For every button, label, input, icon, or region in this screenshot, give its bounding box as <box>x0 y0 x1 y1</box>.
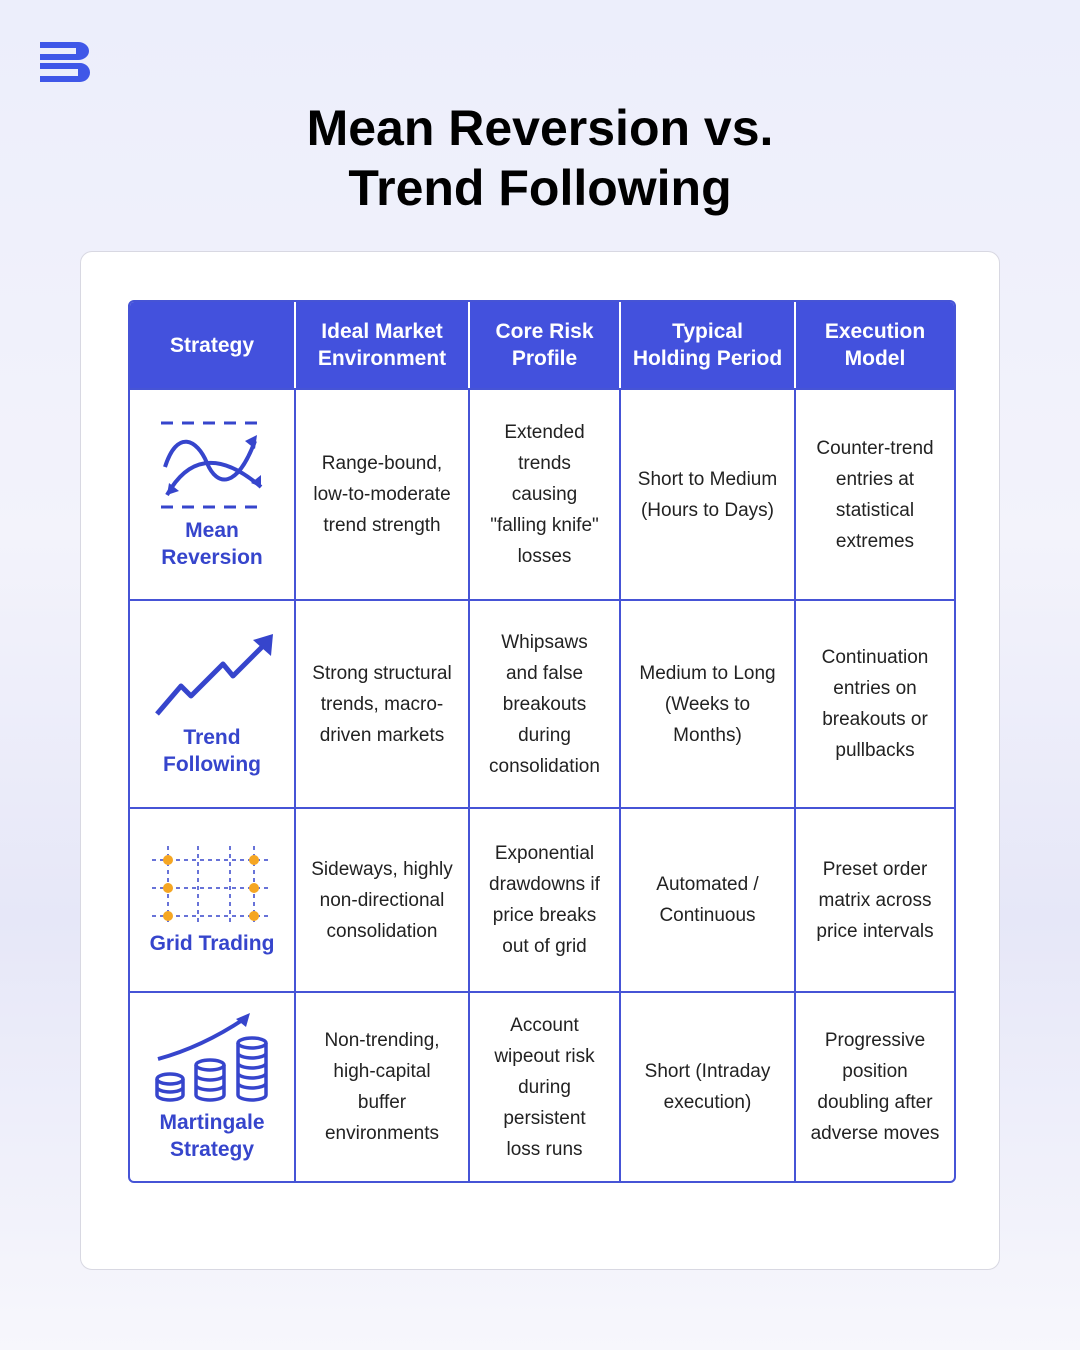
table-cell: Extended trends causing "falling knife" … <box>470 388 621 599</box>
table-cell: Exponential drawdowns if price breaks ou… <box>470 807 621 991</box>
header-row: Strategy Ideal Market Environment Core Ris… <box>130 302 954 388</box>
table-cell: Sideways, highly non-directional consoli… <box>296 807 470 991</box>
strategy-cell: Grid Trading <box>130 807 296 991</box>
strategy-cell: Trend Following <box>130 599 296 807</box>
title: Mean Reversion vs. Trend Following <box>0 98 1080 218</box>
table-row: Grid Trading Sideways, highly non-directi… <box>130 807 954 991</box>
title-line: Trend Following <box>348 160 732 216</box>
table-cell: Short (Intraday execution) <box>621 991 796 1181</box>
logo <box>40 42 90 82</box>
comparison-table: Strategy Ideal Market Environment Core Ris… <box>128 300 956 1183</box>
strategy-icon <box>155 1013 268 1102</box>
strategy-name: Mean Reversion <box>161 518 263 569</box>
table-cell: Medium to Long (Weeks to Months) <box>621 599 796 807</box>
table-cell: Counter-trend entries at statistical ext… <box>796 388 954 599</box>
strategy-cell: Martingale Strategy <box>130 991 296 1181</box>
table-cell: Progressive position doubling after adve… <box>796 991 954 1181</box>
table-cell: Preset order matrix across price interva… <box>796 807 954 991</box>
table-row: Mean Reversion Range-bound, low-to-modera… <box>130 388 954 599</box>
card: Strategy Ideal Market Environment Core Ris… <box>80 251 1000 1270</box>
table-cell: Whipsaws and false breakouts during cons… <box>470 599 621 807</box>
column-header: Ideal Market Environment <box>296 302 470 388</box>
table-cell: Strong structural trends, macro-driven m… <box>296 599 470 807</box>
table-cell: Automated / Continuous <box>621 807 796 991</box>
table-cell: Account wipeout risk during persistent l… <box>470 991 621 1181</box>
strategy-icon <box>152 845 272 924</box>
table-cell: Short to Medium (Hours to Days) <box>621 388 796 599</box>
strategy-name: Grid Trading <box>149 931 275 955</box>
strategy-icon <box>155 634 273 716</box>
strategy-cell: Mean Reversion <box>130 388 296 599</box>
table-cell: Range-bound, low-to-moderate trend stren… <box>296 388 470 599</box>
table-cell: Non-trending, high-capital buffer enviro… <box>296 991 470 1181</box>
column-header: Typical Holding Period <box>621 302 796 388</box>
table-cell: Continuation entries on breakouts or pul… <box>796 599 954 807</box>
title-line: Mean Reversion vs. <box>306 100 774 156</box>
column-header: Strategy <box>130 302 296 388</box>
table-row: Trend Following Strong structural trends,… <box>130 599 954 807</box>
strategy-name: Martingale Strategy <box>159 1111 265 1161</box>
strategy-name: Trend Following <box>163 726 261 776</box>
column-header: Execution Model <box>796 302 954 388</box>
table-row: Martingale Strategy Non-trending, high-ca… <box>130 991 954 1181</box>
column-header: Core Risk Profile <box>470 302 621 388</box>
strategy-icon <box>161 421 263 508</box>
